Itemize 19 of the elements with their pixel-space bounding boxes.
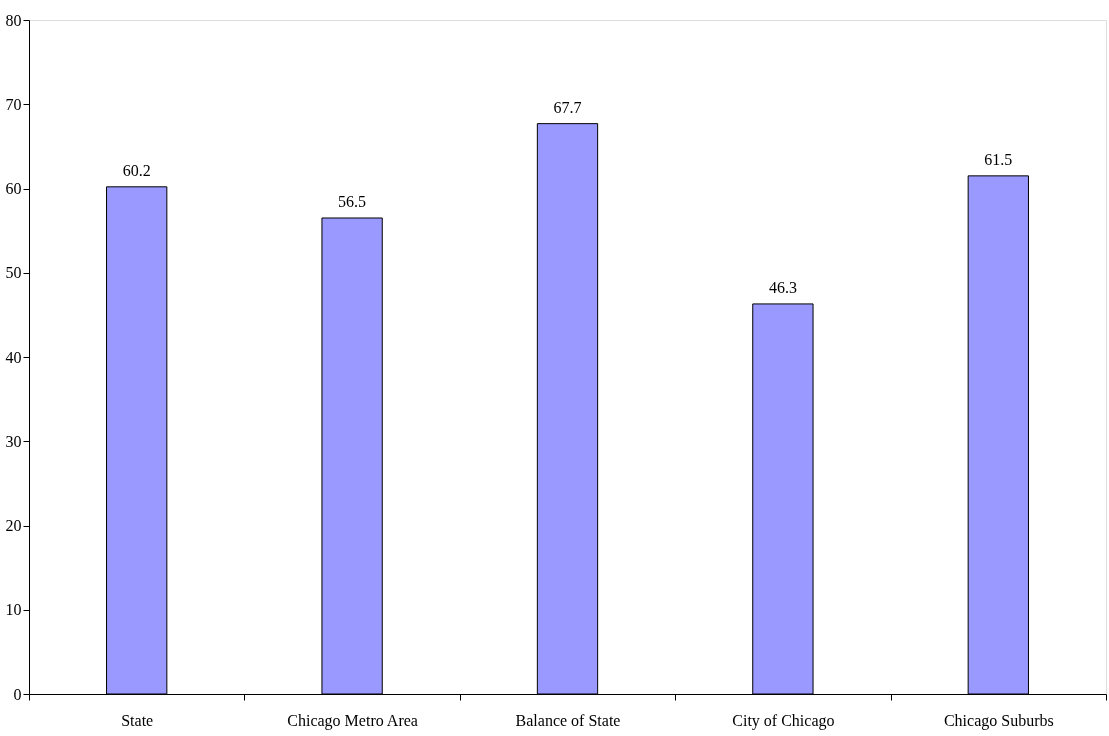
- data-label: 46.3: [768, 278, 797, 296]
- y-tick-label: 70: [5, 95, 22, 113]
- y-tick-label: 10: [5, 601, 22, 619]
- y-tick-label: 0: [13, 685, 22, 703]
- x-tick-label: Chicago Suburbs: [943, 711, 1054, 730]
- data-label: 60.2: [122, 161, 151, 179]
- y-tick-label: 60: [5, 180, 22, 197]
- x-tick-label: Chicago Metro Area: [287, 711, 418, 730]
- y-tick-label: 50: [5, 264, 22, 282]
- y-tick-label: 80: [5, 11, 22, 29]
- data-label: 61.5: [984, 150, 1013, 168]
- x-tick-label: Balance of State: [515, 711, 621, 729]
- x-tick-label: State: [121, 711, 154, 729]
- y-tick-label: 20: [5, 517, 22, 534]
- data-label: 67.7: [553, 98, 582, 116]
- data-label: 56.5: [338, 192, 367, 210]
- x-tick-label: City of Chicago: [732, 711, 835, 730]
- y-tick-label: 40: [5, 348, 22, 366]
- y-tick-label: 30: [5, 432, 22, 450]
